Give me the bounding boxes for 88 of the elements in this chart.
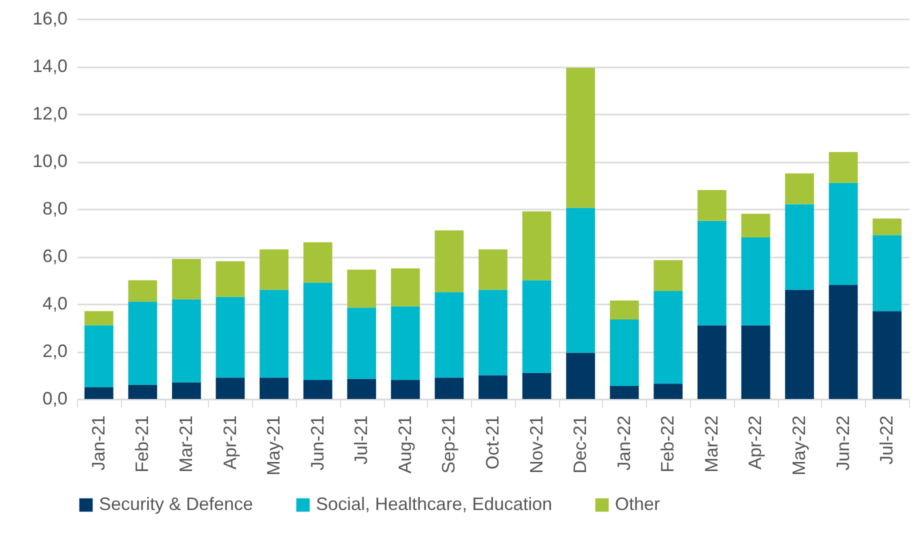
bar (390, 306, 420, 380)
x-tick-label: Aug-21 (394, 416, 415, 474)
bar (390, 380, 420, 399)
bar (785, 290, 814, 399)
x-tick-label: Jul-21 (351, 416, 372, 465)
x-tick-label: Jan-22 (614, 416, 634, 471)
x-tick-label: Feb-22 (658, 416, 678, 473)
y-tick-label: 14,0 (32, 56, 68, 76)
bar (741, 238, 770, 326)
bar (610, 300, 639, 320)
bar (478, 375, 508, 399)
x-tick-label: Apr-21 (220, 416, 240, 470)
bar (828, 285, 858, 399)
bar (303, 380, 332, 399)
y-tick-label: 4,0 (42, 294, 68, 314)
bar (654, 384, 683, 399)
bar (522, 280, 552, 373)
bar (434, 378, 464, 399)
legend-label: Social, Healthcare, Education (316, 494, 552, 514)
bar (828, 152, 858, 183)
bar (216, 261, 245, 297)
bar (478, 290, 508, 376)
y-tick-label: 0,0 (42, 388, 68, 408)
x-tick-label: Mar-22 (701, 416, 722, 473)
bar (697, 325, 726, 399)
bar (84, 311, 114, 326)
bar (610, 319, 639, 386)
bar (785, 173, 814, 204)
bar (303, 242, 332, 283)
bar (128, 384, 158, 399)
bar (84, 325, 114, 388)
bar (828, 182, 858, 285)
bar (172, 258, 201, 300)
bar (128, 302, 158, 385)
x-tick-label: Mar-21 (176, 416, 196, 473)
bar (566, 208, 596, 353)
legend-label: Security & Defence (99, 494, 254, 514)
y-tick-label: 6,0 (42, 246, 68, 266)
x-tick-label: May-21 (264, 416, 284, 476)
bar (172, 382, 201, 399)
bar (697, 190, 726, 221)
bar (84, 387, 114, 399)
bar (260, 249, 289, 290)
bar (610, 386, 639, 399)
x-tick-label: Oct-21 (482, 416, 502, 470)
y-tick-label: 10,0 (32, 151, 68, 171)
bar (522, 211, 552, 280)
bar (434, 292, 464, 378)
x-tick-label: Jun-22 (832, 416, 853, 471)
bar (347, 378, 376, 399)
legend-label: Other (615, 494, 660, 514)
y-tick-label: 2,0 (42, 341, 68, 361)
x-tick-label: Dec-21 (570, 416, 590, 474)
x-tick-label: Jun-21 (307, 416, 328, 471)
bar (216, 378, 245, 399)
bar (522, 372, 552, 399)
bar (347, 270, 376, 308)
bar (434, 230, 464, 292)
bar (741, 325, 770, 399)
x-tick-label: Sep-21 (438, 416, 459, 474)
bar (566, 68, 596, 208)
bar (478, 249, 508, 290)
bar (303, 282, 332, 380)
y-tick-label: 12,0 (32, 104, 68, 124)
bar (216, 296, 245, 378)
bar (785, 204, 814, 290)
x-tick-label: Feb-21 (132, 416, 152, 473)
x-tick-label: Jul-22 (876, 416, 897, 465)
bar (260, 290, 289, 378)
bar (128, 280, 158, 302)
bar (872, 311, 902, 399)
bar (654, 290, 683, 384)
y-tick-label: 16,0 (32, 8, 68, 28)
bar (697, 220, 726, 326)
bar (347, 308, 376, 379)
bar (566, 352, 596, 399)
bar (741, 214, 770, 238)
x-tick-label: Nov-21 (526, 416, 546, 474)
bar (260, 378, 289, 399)
bar (172, 299, 201, 382)
x-tick-label: May-22 (789, 416, 810, 476)
y-tick-label: 8,0 (42, 198, 68, 218)
bar (654, 260, 683, 291)
x-tick-label: Apr-22 (745, 416, 766, 470)
bar (872, 218, 902, 236)
bar (390, 268, 420, 306)
bar (872, 235, 902, 312)
x-tick-label: Jan-21 (88, 416, 108, 471)
